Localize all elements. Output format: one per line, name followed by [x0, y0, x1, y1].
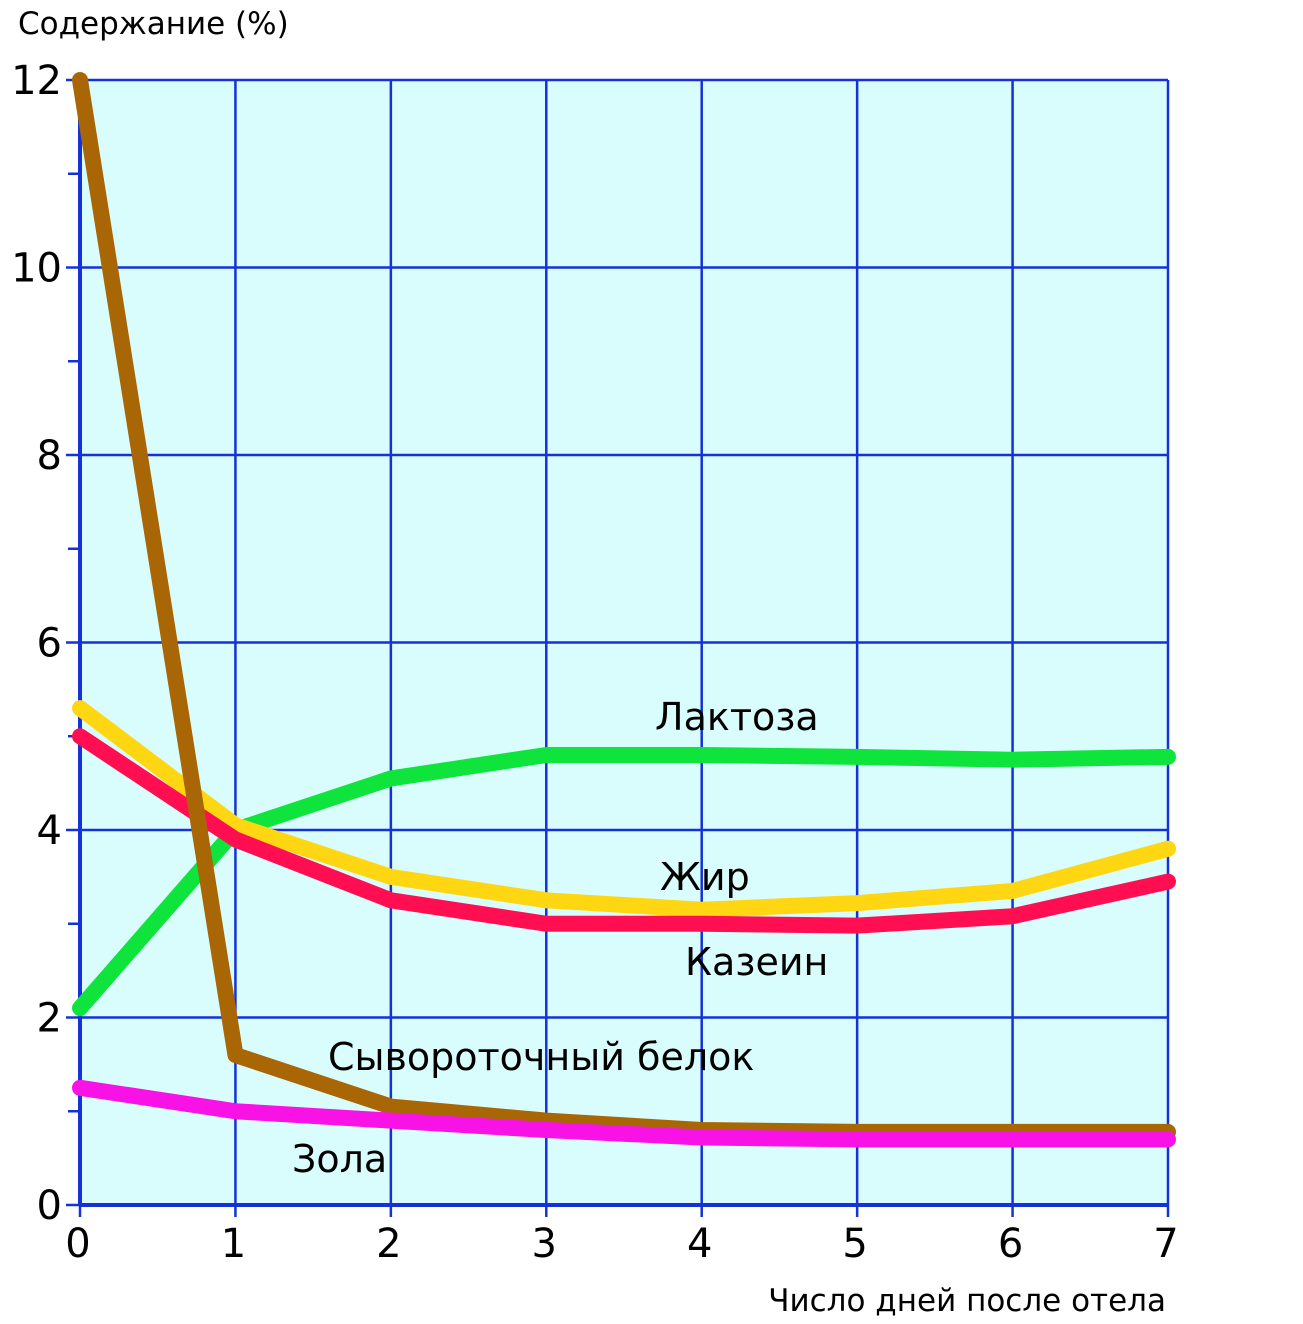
y-axis-title: Содержание (%)	[18, 6, 289, 42]
x-tick-label: 1	[221, 1221, 246, 1267]
y-tick-label: 6	[37, 621, 62, 667]
y-tick-label: 12	[11, 58, 62, 104]
series-label-0: Лактоза	[655, 695, 819, 739]
x-tick-label: 5	[842, 1221, 867, 1267]
series-labels: Лактоза Жир Казеин Сывороточный белок Зола	[292, 695, 828, 1181]
series-label-4: Зола	[292, 1137, 387, 1181]
y-tick-label: 10	[11, 246, 62, 292]
x-tick-label: 0	[65, 1221, 90, 1267]
x-tick-label: 7	[1153, 1221, 1178, 1267]
x-axis-title: Число дней после отела	[768, 1283, 1166, 1319]
series-line-1	[72, 700, 1176, 918]
x-tick-label: 6	[998, 1221, 1023, 1267]
series-label-2: Казеин	[685, 940, 828, 984]
series-label-1: Жир	[660, 855, 750, 899]
series-line-2	[72, 728, 1176, 934]
series-line-0	[72, 747, 1176, 1017]
series-lines	[72, 72, 1176, 1148]
series-line-4	[72, 1079, 1176, 1148]
x-tick-label: 2	[376, 1221, 401, 1267]
x-tick-label: 4	[687, 1221, 712, 1267]
y-tick-label: 8	[37, 433, 62, 479]
y-tick-label: 0	[37, 1183, 62, 1229]
x-tick-label: 3	[532, 1221, 557, 1267]
series-label-3: Сывороточный белок	[328, 1035, 754, 1079]
y-tick-label: 2	[37, 996, 62, 1042]
y-tick-label: 4	[37, 808, 62, 854]
